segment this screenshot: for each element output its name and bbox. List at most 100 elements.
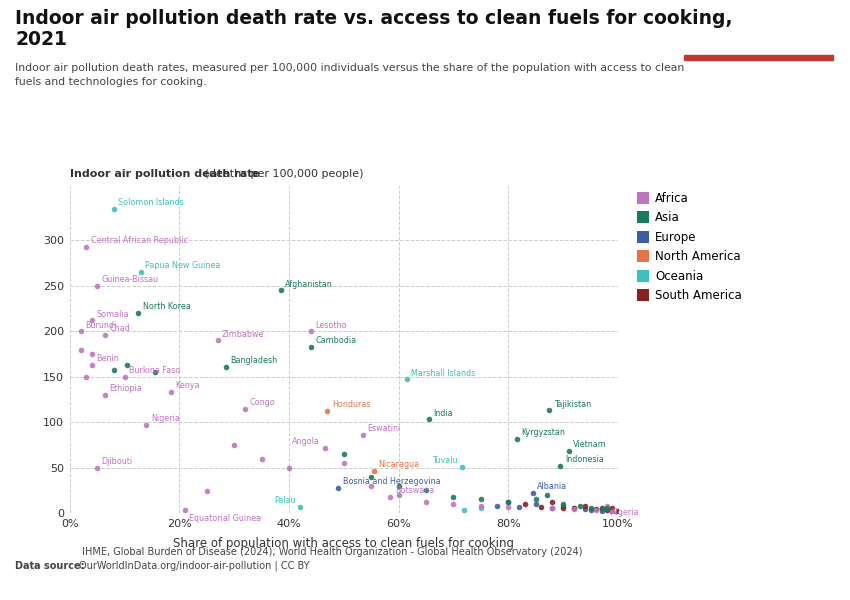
Text: Solomon Islands: Solomon Islands	[118, 198, 184, 207]
Point	[600, 505, 614, 515]
Text: Albania: Albania	[537, 482, 568, 491]
Point	[79, 242, 93, 251]
Point	[107, 204, 121, 214]
Point	[513, 502, 526, 511]
Point	[419, 485, 433, 495]
Text: Honduras: Honduras	[332, 400, 371, 409]
Point	[134, 268, 148, 277]
Point	[107, 365, 121, 375]
Point	[567, 503, 581, 513]
Point	[304, 326, 318, 336]
Point	[546, 503, 559, 513]
Point	[474, 494, 488, 504]
Text: Indoor air pollution death rate vs. access to clean fuels for cooking,: Indoor air pollution death rate vs. acce…	[15, 9, 733, 28]
Text: in Data: in Data	[737, 35, 779, 45]
Text: Chad: Chad	[110, 324, 130, 333]
Text: Somalia: Somalia	[96, 310, 128, 319]
Text: Indoor air pollution death rates, measured per 100,000 individuals versus the sh: Indoor air pollution death rates, measur…	[15, 63, 684, 87]
Point	[600, 503, 614, 512]
Text: Equatorial Guinea: Equatorial Guinea	[190, 514, 261, 523]
Text: Lesotho: Lesotho	[315, 320, 347, 329]
Point	[474, 503, 488, 513]
Text: Papua New Guinea: Papua New Guinea	[145, 262, 221, 271]
Text: Eswatini: Eswatini	[367, 424, 400, 433]
Point	[274, 286, 287, 295]
Point	[490, 501, 504, 511]
Point	[85, 316, 99, 325]
Text: Botswana: Botswana	[394, 486, 434, 495]
Text: Vietnam: Vietnam	[573, 440, 607, 449]
Point	[337, 449, 350, 459]
Point	[529, 499, 542, 509]
Point	[535, 502, 548, 511]
Text: (deaths per 100,000 people): (deaths per 100,000 people)	[201, 169, 364, 179]
Point	[178, 505, 191, 515]
Point	[422, 415, 435, 424]
Text: Guinea-Bissau: Guinea-Bissau	[101, 275, 159, 284]
Point	[606, 503, 620, 513]
Text: Tuvalu: Tuvalu	[432, 456, 457, 465]
Point	[567, 503, 581, 512]
Point	[227, 440, 241, 449]
Point	[367, 466, 381, 476]
Point	[392, 490, 405, 500]
Text: India: India	[434, 409, 453, 418]
Point	[90, 281, 104, 291]
Point	[337, 458, 350, 468]
Point	[121, 360, 134, 370]
Point	[502, 497, 515, 507]
Point	[446, 499, 460, 509]
X-axis label: Share of population with access to clean fuels for cooking: Share of population with access to clean…	[173, 537, 514, 550]
Point	[474, 501, 488, 511]
Point	[573, 501, 586, 511]
Point	[518, 499, 531, 509]
Point	[255, 454, 269, 463]
Text: Angola: Angola	[292, 437, 320, 446]
Text: 2021: 2021	[15, 30, 67, 49]
Point	[320, 406, 334, 416]
Point	[164, 388, 178, 397]
Text: Congo: Congo	[250, 398, 275, 407]
Point	[446, 492, 460, 502]
Point	[117, 372, 131, 382]
Point	[510, 434, 524, 443]
Point	[562, 446, 575, 456]
Text: Algeria: Algeria	[611, 508, 640, 517]
Point	[132, 308, 145, 318]
Point	[365, 472, 378, 481]
Point	[578, 501, 592, 511]
Text: Bosnia and Herzegovina: Bosnia and Herzegovina	[343, 477, 440, 486]
Point	[85, 349, 99, 359]
Point	[304, 342, 318, 352]
Point	[584, 503, 598, 513]
Text: Marshall Islands: Marshall Islands	[411, 368, 475, 377]
Point	[578, 505, 592, 514]
Bar	[684, 55, 833, 60]
Text: Cambodia: Cambodia	[315, 336, 356, 345]
Point	[546, 503, 559, 513]
Point	[457, 505, 471, 515]
Point	[219, 362, 233, 371]
Text: Kyrgyzstan: Kyrgyzstan	[521, 428, 564, 437]
Point	[595, 505, 609, 514]
Point	[356, 430, 370, 440]
Point	[392, 481, 405, 491]
Text: Data source:: Data source:	[15, 561, 85, 571]
Text: Nigeria: Nigeria	[150, 414, 179, 423]
Point	[238, 404, 252, 413]
Text: Our World: Our World	[728, 18, 788, 28]
Point	[139, 420, 153, 430]
Point	[365, 481, 378, 491]
Point	[74, 344, 88, 354]
Point	[455, 462, 468, 472]
Point	[282, 463, 296, 472]
Point	[542, 406, 556, 415]
Text: Benin: Benin	[96, 354, 119, 363]
Text: Central African Republic: Central African Republic	[91, 236, 188, 245]
Point	[600, 501, 614, 511]
Text: Kenya: Kenya	[175, 382, 200, 391]
Point	[419, 497, 433, 507]
Point	[606, 507, 620, 517]
Point	[90, 463, 104, 472]
Point	[584, 505, 598, 515]
